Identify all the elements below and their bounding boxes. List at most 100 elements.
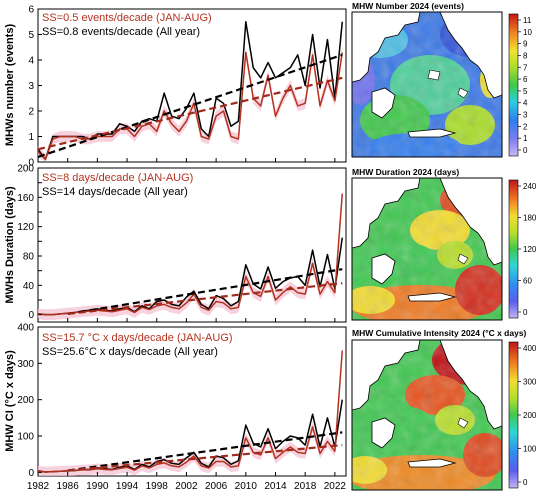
chart-panel-duration: 0 40 80 120 160 200 MWHs Duration (days) SS=8… (4, 164, 347, 323)
band-layer (38, 46, 343, 163)
chart-panel-intensity: 0 100 200 300 400 1982 1986 1990 1994 1998 2002 200… (4, 323, 347, 493)
y-axis-label: MHW CI (°C x days) (4, 350, 16, 452)
map-field (352, 178, 502, 320)
colorbar-tick-label: 11 (523, 16, 532, 25)
y-tick-label: 400 (17, 323, 34, 334)
annotation-all-year: SS=0.8 events/decade (All year) (42, 26, 200, 38)
island (457, 253, 469, 265)
annotation-jan-aug: SS=15.7 °C x days/decade (JAN-AUG) (42, 332, 233, 344)
colorbar-tick-label: 9 (523, 40, 528, 49)
y-tick-label: 200 (17, 395, 34, 406)
map-title: MHW Number 2024 (events) (352, 1, 464, 11)
trend-line-jan-aug (67, 282, 343, 316)
y-tick-label: 300 (17, 359, 34, 370)
y-tick-label: 0 (28, 158, 34, 169)
colorbar (508, 341, 519, 489)
tick-layer: 0 40 80 120 160 200 (17, 164, 336, 322)
island (407, 128, 457, 138)
landmass (439, 12, 502, 99)
series-layer (37, 350, 344, 473)
colorbar-tick-label: 60 (523, 277, 532, 286)
tick-layer: 0 100 200 300 400 1982 1986 1990 1994 1998 2002 200… (17, 323, 346, 493)
annotation-jan-aug: SS=8 days/decade (JAN-AUG) (42, 172, 193, 184)
colorbar-ticks: 240 180 120 60 0 (518, 182, 537, 317)
y-tick-label: 0 (28, 468, 34, 479)
annotation-all-year: SS=25.6°C x days/decade (All year) (42, 346, 218, 358)
y-tick-label: 0 (28, 310, 34, 321)
x-tick-label: 2018 (294, 481, 317, 492)
colorbar-tick-label: 5 (523, 87, 528, 96)
x-tick-label: 2010 (235, 481, 258, 492)
colorbar-tick-label: 400 (523, 344, 537, 353)
colorbar-tick-label: 240 (523, 182, 537, 191)
y-tick-label: 160 (17, 193, 34, 204)
colorbar-tick-label: 0 (523, 478, 528, 487)
trend-line-jan-aug (67, 444, 343, 472)
y-axis-label: MHWs number (events) (4, 24, 16, 147)
x-tick-label: 1998 (146, 481, 169, 492)
landmass (352, 12, 421, 83)
island (457, 87, 469, 99)
colorbar-tick-label: 100 (523, 445, 537, 454)
y-tick-label: 200 (17, 164, 34, 175)
uncertainty-band (38, 46, 343, 163)
colorbar-tick-label: 120 (523, 245, 537, 254)
colorbar (508, 179, 519, 319)
trend-line-jan-aug (37, 76, 343, 151)
map-field (352, 340, 502, 490)
x-tick-label: 2002 (175, 481, 198, 492)
colorbar-tick-label: 2 (523, 122, 528, 131)
colorbar-tick-label: 0 (523, 308, 528, 317)
landmass (352, 178, 421, 249)
y-tick-label: 80 (23, 252, 35, 263)
plot-frame (37, 326, 347, 477)
map-field (352, 12, 502, 157)
series-layer (37, 193, 344, 316)
trend-line-all-year (67, 268, 343, 316)
y-tick-label: 1 (28, 132, 34, 143)
trend-line-all-year (37, 53, 343, 158)
island (457, 417, 469, 429)
y-tick-label: 4 (28, 56, 34, 67)
landmass (371, 417, 396, 449)
series-line-jan-aug (37, 51, 344, 161)
landmass (371, 253, 396, 285)
annotation-jan-aug: SS=0.5 events/decade (JAN-AUG) (42, 12, 212, 24)
x-tick-label: 2014 (264, 481, 287, 492)
y-tick-label: 120 (17, 222, 34, 233)
y-tick-label: 2 (28, 107, 34, 118)
annotation-all-year: SS=14 days/decade (All year) (42, 186, 188, 198)
landmass (371, 87, 396, 119)
x-tick-label: 1982 (27, 481, 50, 492)
uncertainty-band (38, 345, 343, 476)
x-tick-label: 1986 (57, 481, 80, 492)
plot-frame (37, 167, 347, 323)
map-title: MHW Duration 2024 (days) (352, 167, 459, 177)
colorbar (508, 13, 519, 157)
colorbar-tick-label: 4 (523, 99, 528, 108)
landmass (352, 340, 421, 411)
colorbar-tick-label: 300 (523, 378, 537, 387)
colorbar-tick-label: 0 (523, 146, 528, 155)
x-tick-label: 2022 (324, 481, 347, 492)
colorbar-ticks: 400 300 200 100 0 (518, 344, 537, 487)
map-panel-duration: MHW Duration 2024 (days) 240 180 120 60 0 (351, 167, 537, 321)
colorbar-tick-label: 6 (523, 75, 528, 84)
chart-panel-number: 0 1 2 3 4 5 6 MHWs number (events) SS=0.5 even… (4, 5, 347, 169)
landmass (439, 340, 502, 430)
landmass (439, 178, 502, 266)
y-axis-label: MWHs Duration (days) (4, 186, 16, 304)
map-title: MHW Cumulative Intensity 2024 (°C x days… (352, 328, 527, 338)
y-tick-label: 6 (28, 5, 34, 16)
x-tick-label: 1994 (116, 481, 139, 492)
colorbar-tick-label: 1 (523, 134, 528, 143)
y-tick-label: 5 (28, 30, 34, 41)
x-tick-label: 1990 (86, 481, 109, 492)
map-panel-intensity: MHW Cumulative Intensity 2024 (°C x days… (351, 328, 537, 491)
island (407, 292, 457, 302)
x-tick-label: 2006 (205, 481, 228, 492)
colorbar-tick-label: 200 (523, 411, 537, 420)
tick-layer: 0 1 2 3 4 5 6 (28, 5, 336, 169)
